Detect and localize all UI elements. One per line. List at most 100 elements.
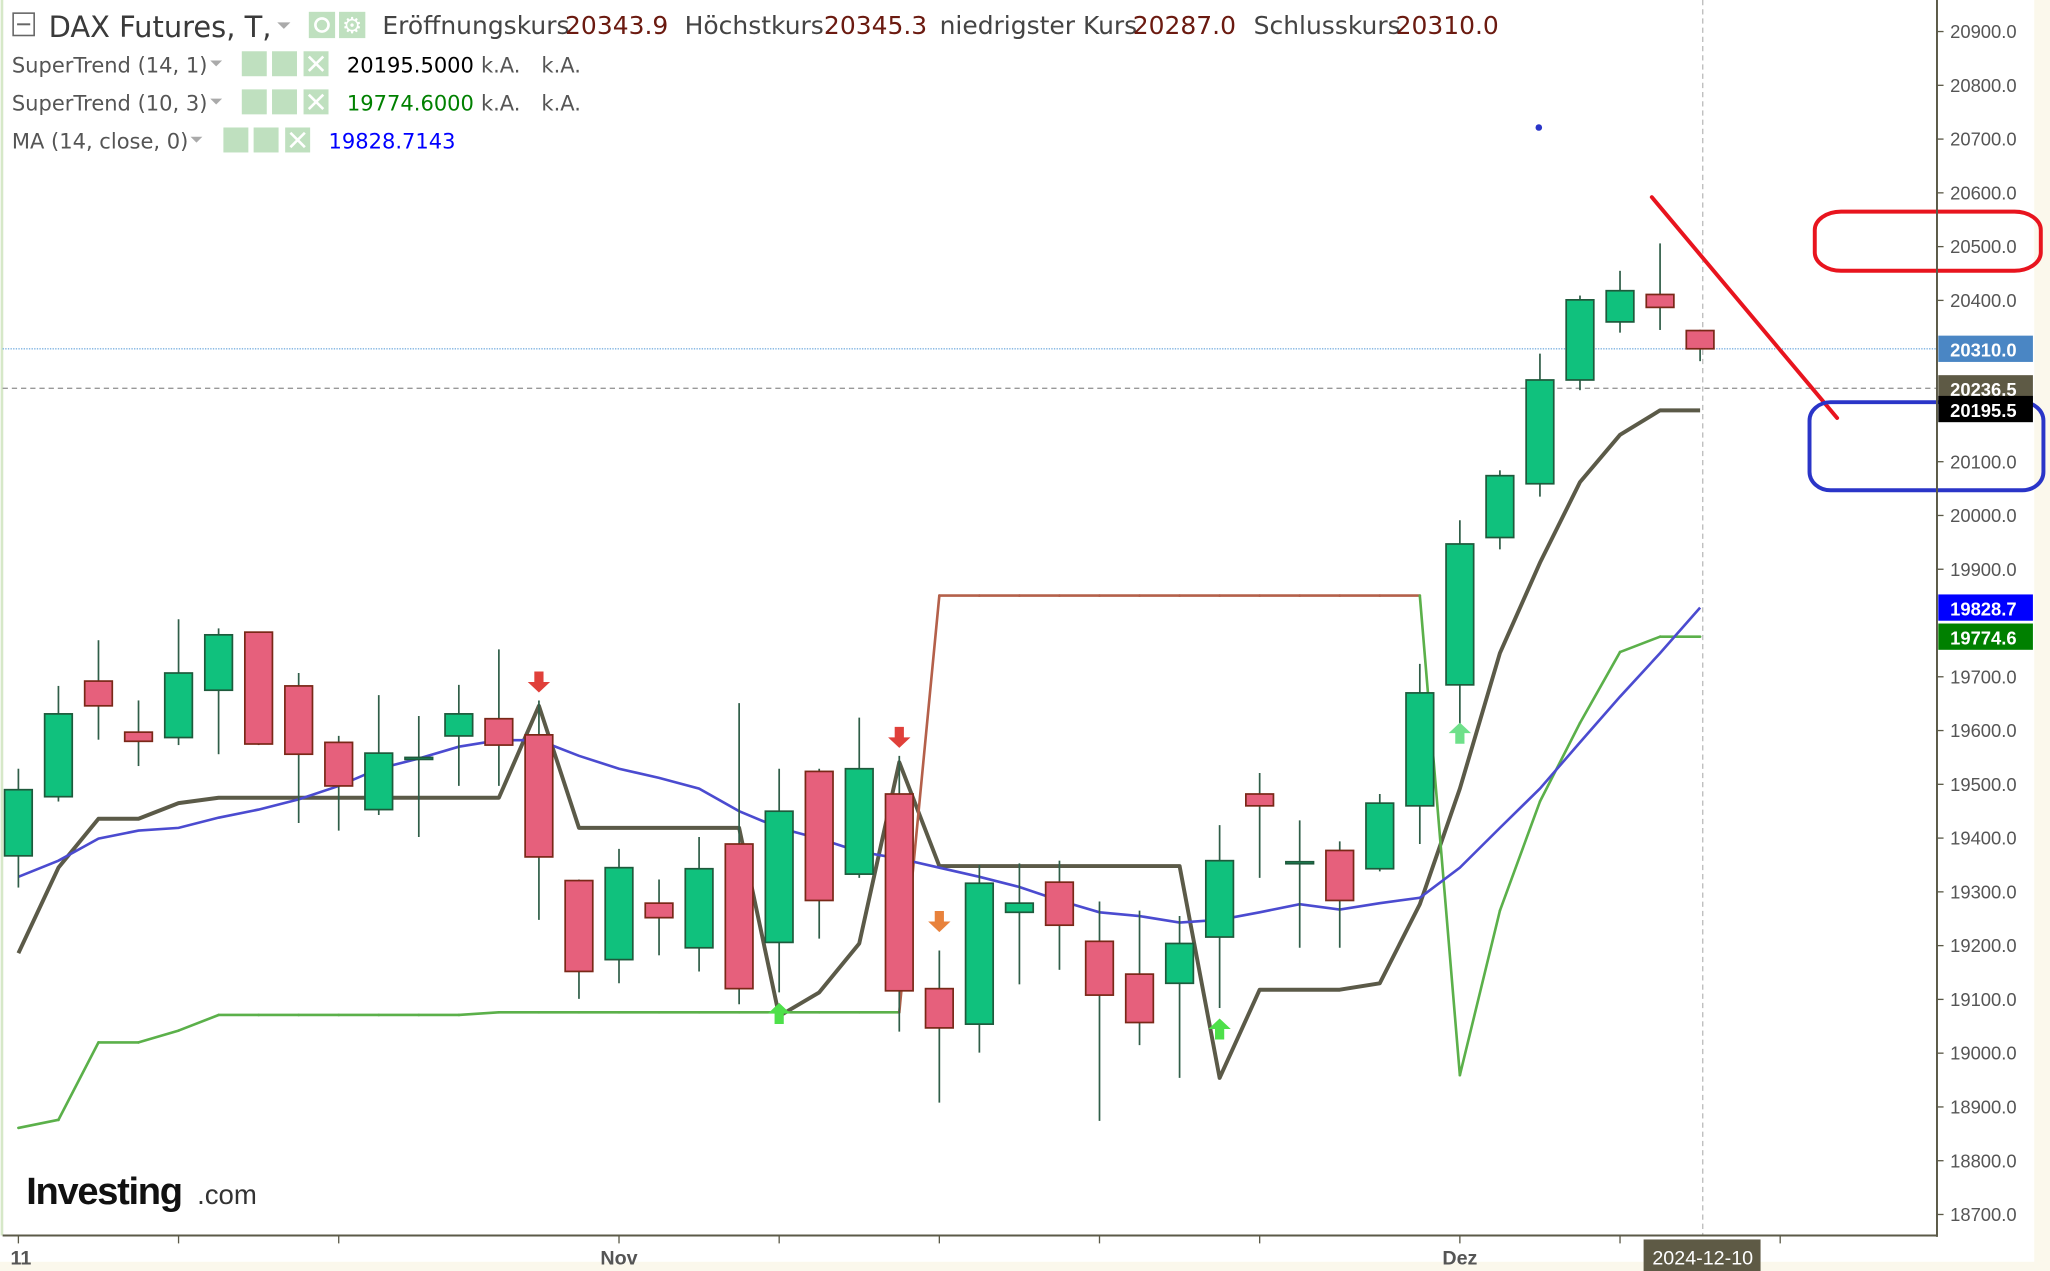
candle-body-down — [243, 631, 274, 745]
supertrend-10-3-segment — [1498, 800, 1542, 912]
eye-icon[interactable] — [308, 11, 336, 39]
supertrend-10-3-segment — [1618, 635, 1662, 654]
supertrend-10-3-segment — [1418, 594, 1462, 1077]
user-drawings[interactable] — [1535, 124, 2046, 493]
eye-icon[interactable] — [223, 127, 249, 153]
x-glyph — [289, 131, 306, 149]
indicator-row-supertrend-14-1: SuperTrend (14, 1) 20195.5000 k.A. k.A. — [12, 51, 581, 77]
candle-body-up — [1164, 942, 1195, 985]
price-tag: 20195.5 — [1938, 395, 2033, 423]
gear-icon[interactable] — [272, 51, 297, 77]
candle-body-up — [364, 752, 394, 811]
red-highlight-ellipse[interactable] — [1812, 209, 2043, 273]
candle — [924, 950, 954, 1103]
candle-body-up — [1485, 474, 1515, 539]
candle-body-up — [844, 767, 874, 875]
blue-dot-marker[interactable] — [1535, 124, 1543, 131]
gear-icon[interactable] — [339, 11, 366, 39]
price-tag-label: 20236.5 — [1950, 379, 2016, 400]
candle-body-up — [604, 866, 634, 961]
price-tick-label: 20100.0 — [1950, 451, 2016, 472]
buy-arrow-icon — [1448, 722, 1472, 744]
eye-icon[interactable] — [241, 89, 267, 115]
time-axis[interactable]: 11 Nov Dez 2024-12-10 — [11, 1235, 1781, 1271]
candle — [243, 631, 274, 746]
candle — [684, 837, 714, 972]
indicator-name[interactable]: MA (14, close, 0) — [12, 129, 189, 154]
candle — [1164, 916, 1195, 1078]
candle — [404, 716, 434, 838]
current-date-background — [1643, 1239, 1761, 1271]
candle-body-up — [684, 867, 714, 949]
price-tick-label: 20900.0 — [1950, 21, 2016, 42]
candle — [804, 768, 834, 939]
candle-body-up — [1445, 543, 1475, 686]
candle-body-down — [1044, 881, 1075, 927]
eye-glyph — [314, 17, 330, 33]
supertrend-10-3-segment — [137, 1029, 180, 1044]
instrument-title[interactable]: DAX Futures, T, — [49, 10, 272, 44]
candle — [1485, 470, 1515, 550]
indicator-value: 20195.5000 — [347, 52, 474, 77]
candle — [444, 684, 474, 786]
candle-body-up — [1405, 692, 1435, 807]
instrument-visibility-button[interactable] — [308, 11, 336, 39]
indicator-name[interactable]: SuperTrend (10, 3) — [12, 90, 208, 115]
price-axis[interactable]: 20900.0 20800.0 20700.0 20600.0 20500.0 20400… — [1936, 21, 2017, 1225]
indicator-extra: k.A. — [541, 90, 581, 115]
chevron-down-icon[interactable] — [277, 22, 291, 29]
candle — [524, 700, 554, 920]
price-tag: 19774.6 — [1938, 623, 2033, 650]
price-tag: 19828.7 — [1938, 594, 2033, 621]
close-label: Schlusskurs — [1254, 11, 1401, 40]
chevron-down-icon[interactable] — [190, 136, 203, 143]
price-tick-label: 19300.0 — [1950, 881, 2016, 902]
price-tag-background — [1938, 594, 2033, 621]
supertrend-10-3-segment — [177, 1013, 220, 1032]
high-value: 20345.3 — [824, 11, 927, 40]
candle-body-up — [1004, 902, 1035, 914]
chevron-down-icon[interactable] — [210, 98, 223, 105]
blue-highlight-rect[interactable] — [1807, 400, 2046, 493]
candle — [1605, 270, 1635, 333]
candle — [1084, 901, 1115, 1121]
indicator-name[interactable]: SuperTrend (14, 1) — [12, 52, 208, 77]
low-label: niedrigster Kurs — [940, 11, 1138, 40]
candle — [764, 768, 794, 993]
instrument-settings-button[interactable]: ⚙ — [339, 11, 366, 39]
price-tag-label: 19828.7 — [1950, 598, 2016, 619]
price-tick-label: 19700.0 — [1950, 666, 2016, 687]
candle — [1365, 793, 1395, 872]
bottom-margin — [0, 1261, 2050, 1271]
eye-icon[interactable] — [241, 51, 267, 77]
candle-body-up — [764, 810, 794, 944]
candle — [1124, 910, 1155, 1046]
buy-arrow-icon — [768, 1002, 791, 1024]
chart-legend: DAX Futures, T, ⚙ Eröffnungskurs 20343.9… — [12, 10, 1499, 154]
gear-icon[interactable] — [253, 127, 279, 153]
open-label: Eröffnungskurs — [382, 11, 569, 40]
price-tick-label: 18900.0 — [1950, 1097, 2016, 1118]
price-tick-label: 19400.0 — [1950, 828, 2016, 849]
price-tag-background — [1938, 335, 2033, 362]
low-value: 20287.0 — [1133, 11, 1236, 40]
price-tick-label: 19000.0 — [1950, 1043, 2016, 1064]
candle — [884, 755, 914, 1032]
investing-logo: Investing .com — [26, 1171, 257, 1213]
collapse-legend-button[interactable] — [12, 12, 35, 37]
candle — [163, 619, 194, 746]
chevron-down-icon[interactable] — [210, 60, 223, 67]
candle-body-down — [83, 680, 114, 707]
time-label: 11 — [11, 1247, 32, 1269]
candle-body-up — [1525, 379, 1555, 485]
candle — [1525, 353, 1555, 497]
red-trend-line[interactable] — [1649, 195, 1840, 420]
price-tick-label: 20700.0 — [1950, 129, 2016, 150]
gear-icon[interactable] — [272, 89, 297, 115]
price-tick-label: 19600.0 — [1950, 720, 2016, 741]
candle — [604, 848, 634, 984]
candle-body-down — [1245, 793, 1275, 807]
